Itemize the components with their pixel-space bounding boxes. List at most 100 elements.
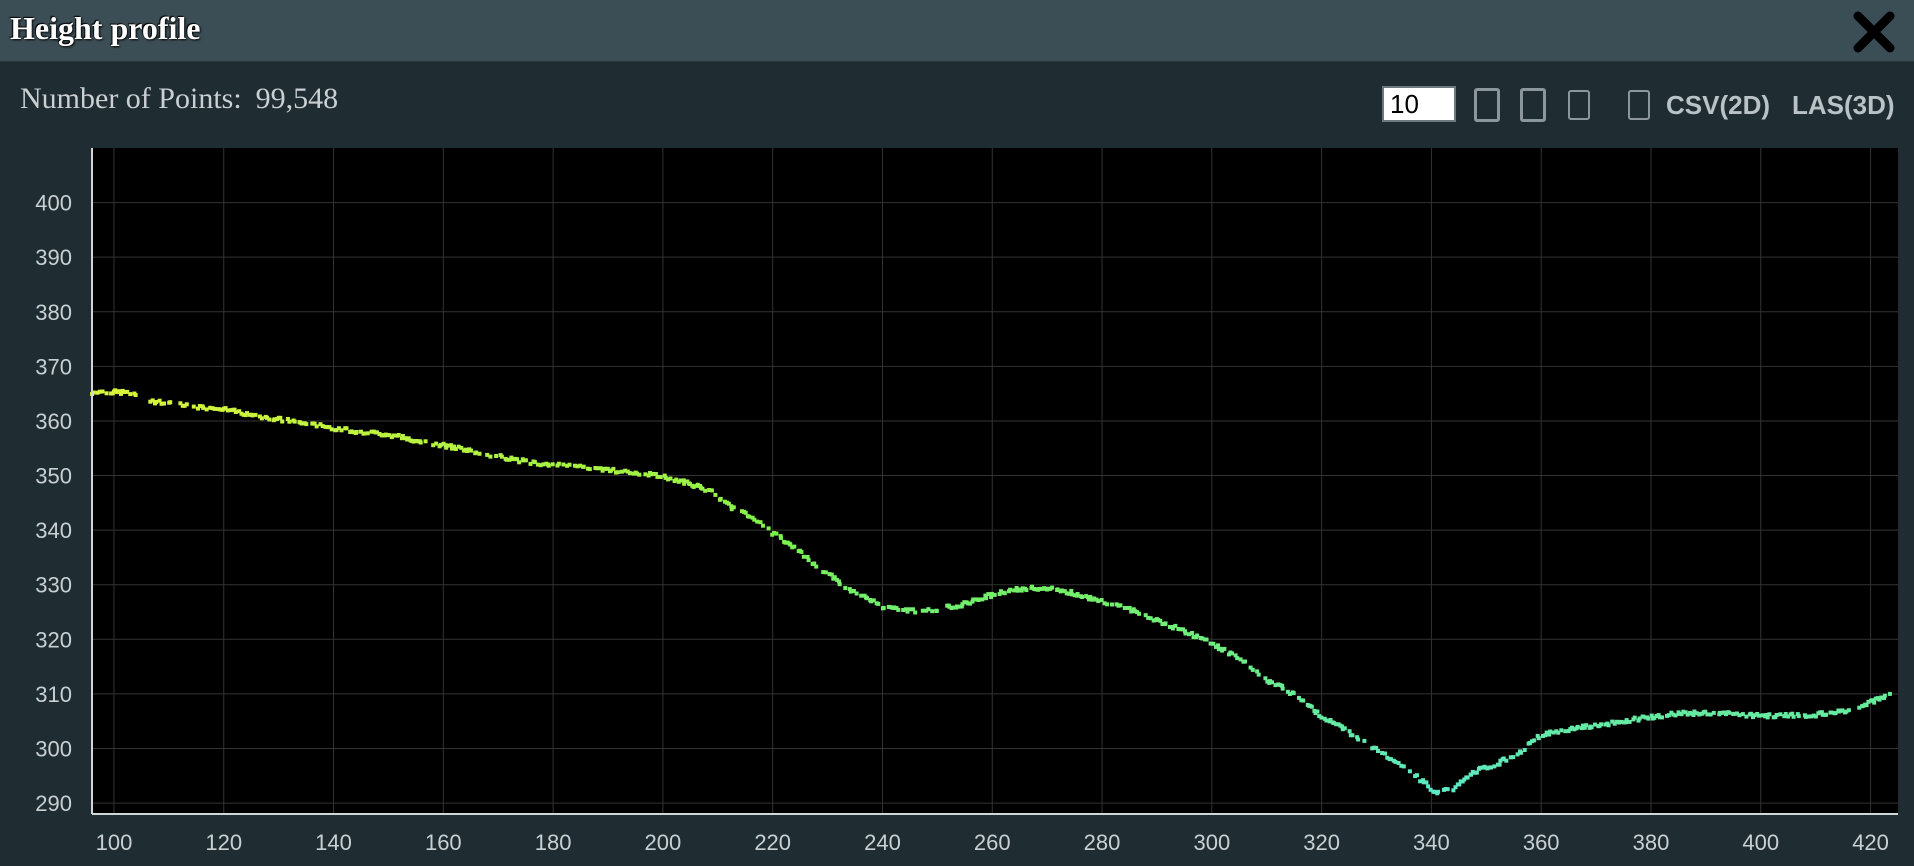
- profile-point: [598, 466, 603, 471]
- profile-point: [1673, 713, 1678, 718]
- profile-point: [1829, 710, 1834, 715]
- profile-point: [459, 445, 464, 450]
- profile-point: [1551, 730, 1556, 735]
- x-tick-label: 300: [1193, 830, 1230, 855]
- profile-point: [847, 587, 852, 592]
- profile-point: [1773, 715, 1778, 720]
- profile-point: [1309, 704, 1314, 709]
- profile-point: [1255, 669, 1260, 674]
- profile-point: [354, 430, 359, 434]
- profile-point: [446, 443, 451, 448]
- profile-point: [1178, 627, 1183, 632]
- move-button[interactable]: [1474, 88, 1500, 122]
- profile-point: [1857, 705, 1862, 710]
- csv-download-link[interactable]: CSV(2D): [1666, 90, 1771, 120]
- las-download-link[interactable]: LAS(3D): [1792, 90, 1895, 120]
- profile-point: [304, 422, 309, 427]
- profile-point: [1790, 711, 1795, 716]
- profile-point: [1887, 691, 1892, 696]
- profile-point: [806, 558, 811, 563]
- profile-point: [1220, 648, 1225, 653]
- profile-point: [1685, 712, 1690, 717]
- profile-point: [1183, 631, 1188, 636]
- height-profile-chart[interactable]: 290 300 310 320 330 340 350 360 370 380 390 400 100…: [0, 146, 1914, 866]
- point-factor-input[interactable]: [1382, 86, 1456, 122]
- profile-point: [1230, 651, 1234, 656]
- profile-point: [1796, 714, 1801, 719]
- profile-point: [532, 460, 537, 465]
- profile-point: [1270, 680, 1274, 685]
- profile-point: [1002, 591, 1007, 596]
- profile-point: [924, 608, 929, 613]
- profile-point: [208, 405, 213, 410]
- profile-point: [1530, 739, 1535, 744]
- profile-point: [1200, 636, 1205, 641]
- profile-point: [980, 597, 985, 602]
- profile-point: [681, 478, 686, 483]
- profile-point: [1183, 629, 1187, 634]
- profile-point: [1478, 765, 1482, 770]
- y-tick-label: 390: [35, 245, 72, 270]
- profile-point: [162, 401, 166, 406]
- profile-point: [682, 481, 687, 486]
- profile-point: [178, 401, 183, 406]
- profile-point: [184, 402, 189, 407]
- profile-point: [687, 482, 692, 486]
- profile-point: [97, 389, 102, 394]
- profile-point: [1764, 713, 1769, 717]
- x-tick-label: 160: [425, 830, 462, 855]
- profile-point: [488, 454, 493, 459]
- profile-point: [418, 440, 423, 445]
- profile-point: [1190, 631, 1195, 635]
- profile-point: [1312, 708, 1317, 713]
- profile-point: [989, 591, 994, 596]
- profile-point: [1070, 592, 1074, 597]
- reset-button[interactable]: [1568, 90, 1590, 120]
- profile-point: [312, 421, 317, 426]
- profile-point: [761, 523, 765, 528]
- profile-point: [911, 607, 915, 612]
- x-tick-label: 380: [1633, 830, 1670, 855]
- profile-point: [1050, 585, 1055, 590]
- profile-point: [766, 526, 771, 531]
- profile-point: [369, 429, 374, 434]
- profile-point: [625, 469, 630, 474]
- profile-point: [204, 407, 209, 412]
- profile-point: [1660, 715, 1665, 720]
- profile-point: [441, 441, 446, 446]
- close-icon[interactable]: [1852, 10, 1896, 54]
- profile-point: [517, 460, 522, 465]
- profile-point: [122, 390, 127, 394]
- profile-point: [344, 426, 349, 431]
- profile-point: [116, 389, 121, 394]
- profile-point: [434, 441, 439, 446]
- profile-point: [1331, 721, 1336, 725]
- toggle-button[interactable]: [1628, 90, 1650, 120]
- profile-point: [663, 475, 668, 480]
- profile-point: [666, 477, 670, 482]
- profile-point: [722, 499, 727, 504]
- chart-svg[interactable]: 290 300 310 320 330 340 350 360 370 380 390 400 100…: [0, 146, 1914, 866]
- profile-point: [792, 544, 797, 549]
- profile-point: [1589, 725, 1594, 730]
- profile-point: [469, 448, 474, 453]
- chart-axes: [91, 148, 1898, 815]
- profile-point: [956, 604, 961, 609]
- profile-point: [1636, 718, 1641, 723]
- profile-point: [1671, 712, 1676, 717]
- zoom-button[interactable]: [1520, 88, 1546, 122]
- profile-point: [1666, 713, 1671, 718]
- profile-point: [253, 412, 258, 417]
- profile-point: [1039, 586, 1044, 591]
- profile-point: [678, 478, 683, 483]
- profile-point: [1072, 593, 1077, 598]
- profile-point: [285, 417, 290, 421]
- profile-point: [237, 409, 242, 414]
- profile-point: [1059, 588, 1064, 593]
- profile-point: [865, 596, 869, 601]
- profile-point: [1096, 599, 1101, 604]
- profile-point: [1757, 713, 1762, 718]
- profile-point: [380, 433, 385, 438]
- profile-point: [1173, 623, 1178, 628]
- profile-point: [1679, 712, 1684, 717]
